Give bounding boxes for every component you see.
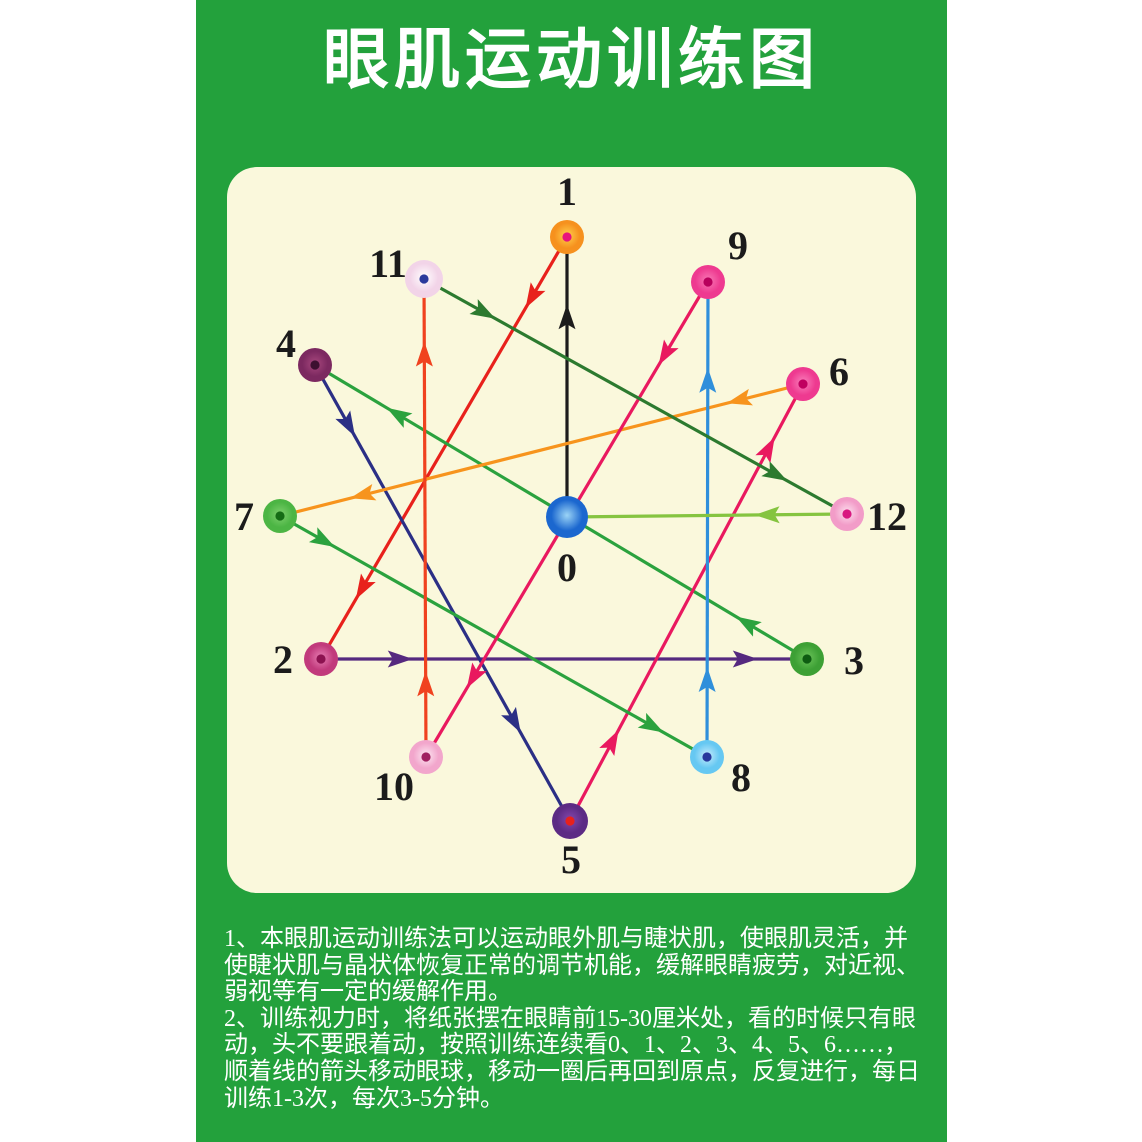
dot-6-pin [798, 379, 808, 389]
line-5-6 [568, 383, 805, 822]
arrow-3-4-1 [386, 407, 413, 428]
arrow-2-3-1 [732, 650, 758, 668]
arrow-5-6-0 [599, 729, 619, 757]
dot-7-pin [275, 511, 285, 521]
dot-label-9: 9 [728, 223, 748, 268]
arrow-0-1-0 [558, 304, 576, 330]
arrow-11-12-1 [761, 461, 788, 481]
arrow-8-9-1 [699, 367, 717, 393]
arrow-8-9-0 [698, 667, 716, 693]
instructions: 1、本眼肌运动训练法可以运动眼外肌与睫状肌，使眼肌灵活，并使睫状肌与晶状体恢复正… [224, 926, 920, 1112]
line-7-8 [279, 514, 708, 759]
dot-label-8: 8 [731, 755, 751, 800]
dot-label-11: 11 [369, 241, 407, 286]
dot-label-1: 1 [557, 169, 577, 214]
dot-label-3: 3 [844, 638, 864, 683]
arrow-3-4-0 [735, 616, 762, 637]
arrow-11-12-0 [469, 299, 496, 319]
line-4-5 [313, 364, 572, 822]
arrow-5-6-1 [755, 437, 775, 464]
arrow-10-11-0 [417, 671, 435, 697]
poster: 眼肌运动训练图 0 1 2 3 4 5 6 7 8 9 10 11 12 1、本眼肌运动训练法可以运动眼… [196, 0, 947, 1142]
dot-5-pin [565, 816, 575, 826]
dot-label-2: 2 [273, 637, 293, 682]
dot-0 [546, 496, 588, 538]
dot-label-6: 6 [829, 349, 849, 394]
diagram-panel: 0 1 2 3 4 5 6 7 8 9 10 11 12 [227, 167, 916, 893]
line-12-0 [566, 512, 848, 519]
arrow-4-5-0 [335, 410, 355, 437]
dot-1-pin [562, 232, 572, 242]
dot-4-pin [310, 360, 320, 370]
dot-12-pin [842, 509, 852, 519]
arrow-10-11-1 [415, 341, 433, 367]
instruction-paragraph-1: 1、本眼肌运动训练法可以运动眼外肌与睫状肌，使眼肌灵活，并使睫状肌与晶状体恢复正… [224, 926, 920, 1006]
arrow-2-3-0 [387, 650, 413, 668]
dot-11-pin [419, 274, 429, 284]
arrow-12-0-0 [754, 506, 780, 524]
dot-label-10: 10 [374, 764, 414, 809]
arrow-1-2-1 [355, 573, 376, 600]
arrow-9-10-0 [658, 339, 679, 366]
dot-2-pin [316, 654, 326, 664]
arrow-1-2-0 [525, 282, 546, 309]
dot-label-7: 7 [234, 494, 254, 539]
dot-label-5: 5 [561, 837, 581, 882]
dot-9-pin [703, 277, 713, 287]
arrow-6-7-0 [726, 388, 753, 406]
dot-8-pin [702, 752, 712, 762]
instruction-paragraph-2: 2、训练视力时，将纸张摆在眼睛前15-30厘米处，看的时候只有眼动，头不要跟着动… [224, 1005, 920, 1112]
poster-title: 眼肌运动训练图 [323, 24, 820, 97]
dot-10-pin [421, 752, 431, 762]
dot-3-pin [802, 654, 812, 664]
dot-label-0: 0 [557, 545, 577, 590]
arrow-6-7-1 [350, 483, 377, 501]
arrow-7-8-1 [637, 712, 664, 733]
arrow-9-10-1 [466, 662, 487, 689]
arrow-7-8-0 [308, 527, 335, 547]
dot-label-4: 4 [276, 321, 296, 366]
dot-label-12: 12 [867, 494, 907, 539]
arrow-4-5-1 [501, 706, 521, 733]
